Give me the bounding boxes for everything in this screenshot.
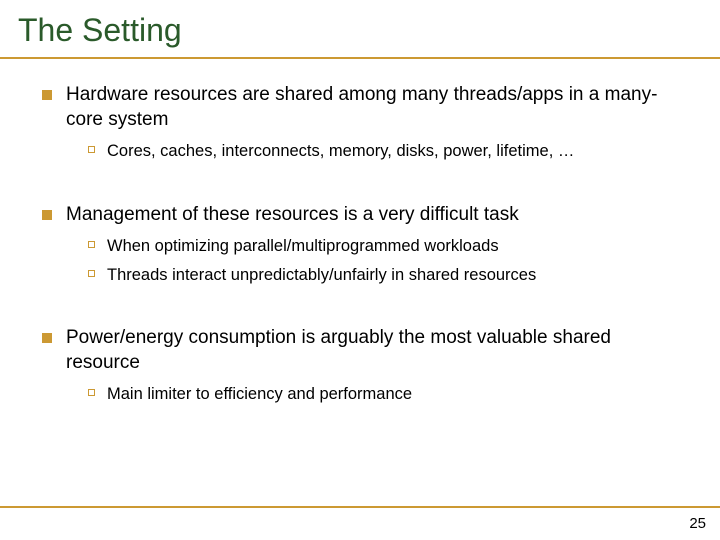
square-bullet-icon xyxy=(42,333,52,343)
bullet-level1: Management of these resources is a very … xyxy=(30,203,690,228)
hollow-square-bullet-icon xyxy=(88,146,95,153)
bullet-text: Threads interact unpredictably/unfairly … xyxy=(107,264,536,286)
page-number: 25 xyxy=(689,515,706,532)
bullet-level2: Cores, caches, interconnects, memory, di… xyxy=(88,140,690,162)
bullet-text: Power/energy consumption is arguably the… xyxy=(66,326,690,375)
title-underline xyxy=(0,57,720,59)
hollow-square-bullet-icon xyxy=(88,241,95,248)
bullet-level1: Hardware resources are shared among many… xyxy=(30,83,690,132)
bullet-level1: Power/energy consumption is arguably the… xyxy=(30,326,690,375)
bullet-level2: Threads interact unpredictably/unfairly … xyxy=(88,264,690,286)
bullet-text: Hardware resources are shared among many… xyxy=(66,83,690,132)
content-area: Hardware resources are shared among many… xyxy=(0,83,720,406)
page-title: The Setting xyxy=(0,0,720,57)
bullet-level2: Main limiter to efficiency and performan… xyxy=(88,383,690,405)
bullet-text: Main limiter to efficiency and performan… xyxy=(107,383,412,405)
spacer xyxy=(30,292,690,314)
bullet-text: Management of these resources is a very … xyxy=(66,203,519,228)
bullet-level2: When optimizing parallel/multiprogrammed… xyxy=(88,235,690,257)
hollow-square-bullet-icon xyxy=(88,270,95,277)
hollow-square-bullet-icon xyxy=(88,389,95,396)
spacer xyxy=(30,169,690,191)
square-bullet-icon xyxy=(42,90,52,100)
bullet-text: Cores, caches, interconnects, memory, di… xyxy=(107,140,574,162)
bullet-text: When optimizing parallel/multiprogrammed… xyxy=(107,235,499,257)
square-bullet-icon xyxy=(42,210,52,220)
footer-divider xyxy=(0,506,720,508)
